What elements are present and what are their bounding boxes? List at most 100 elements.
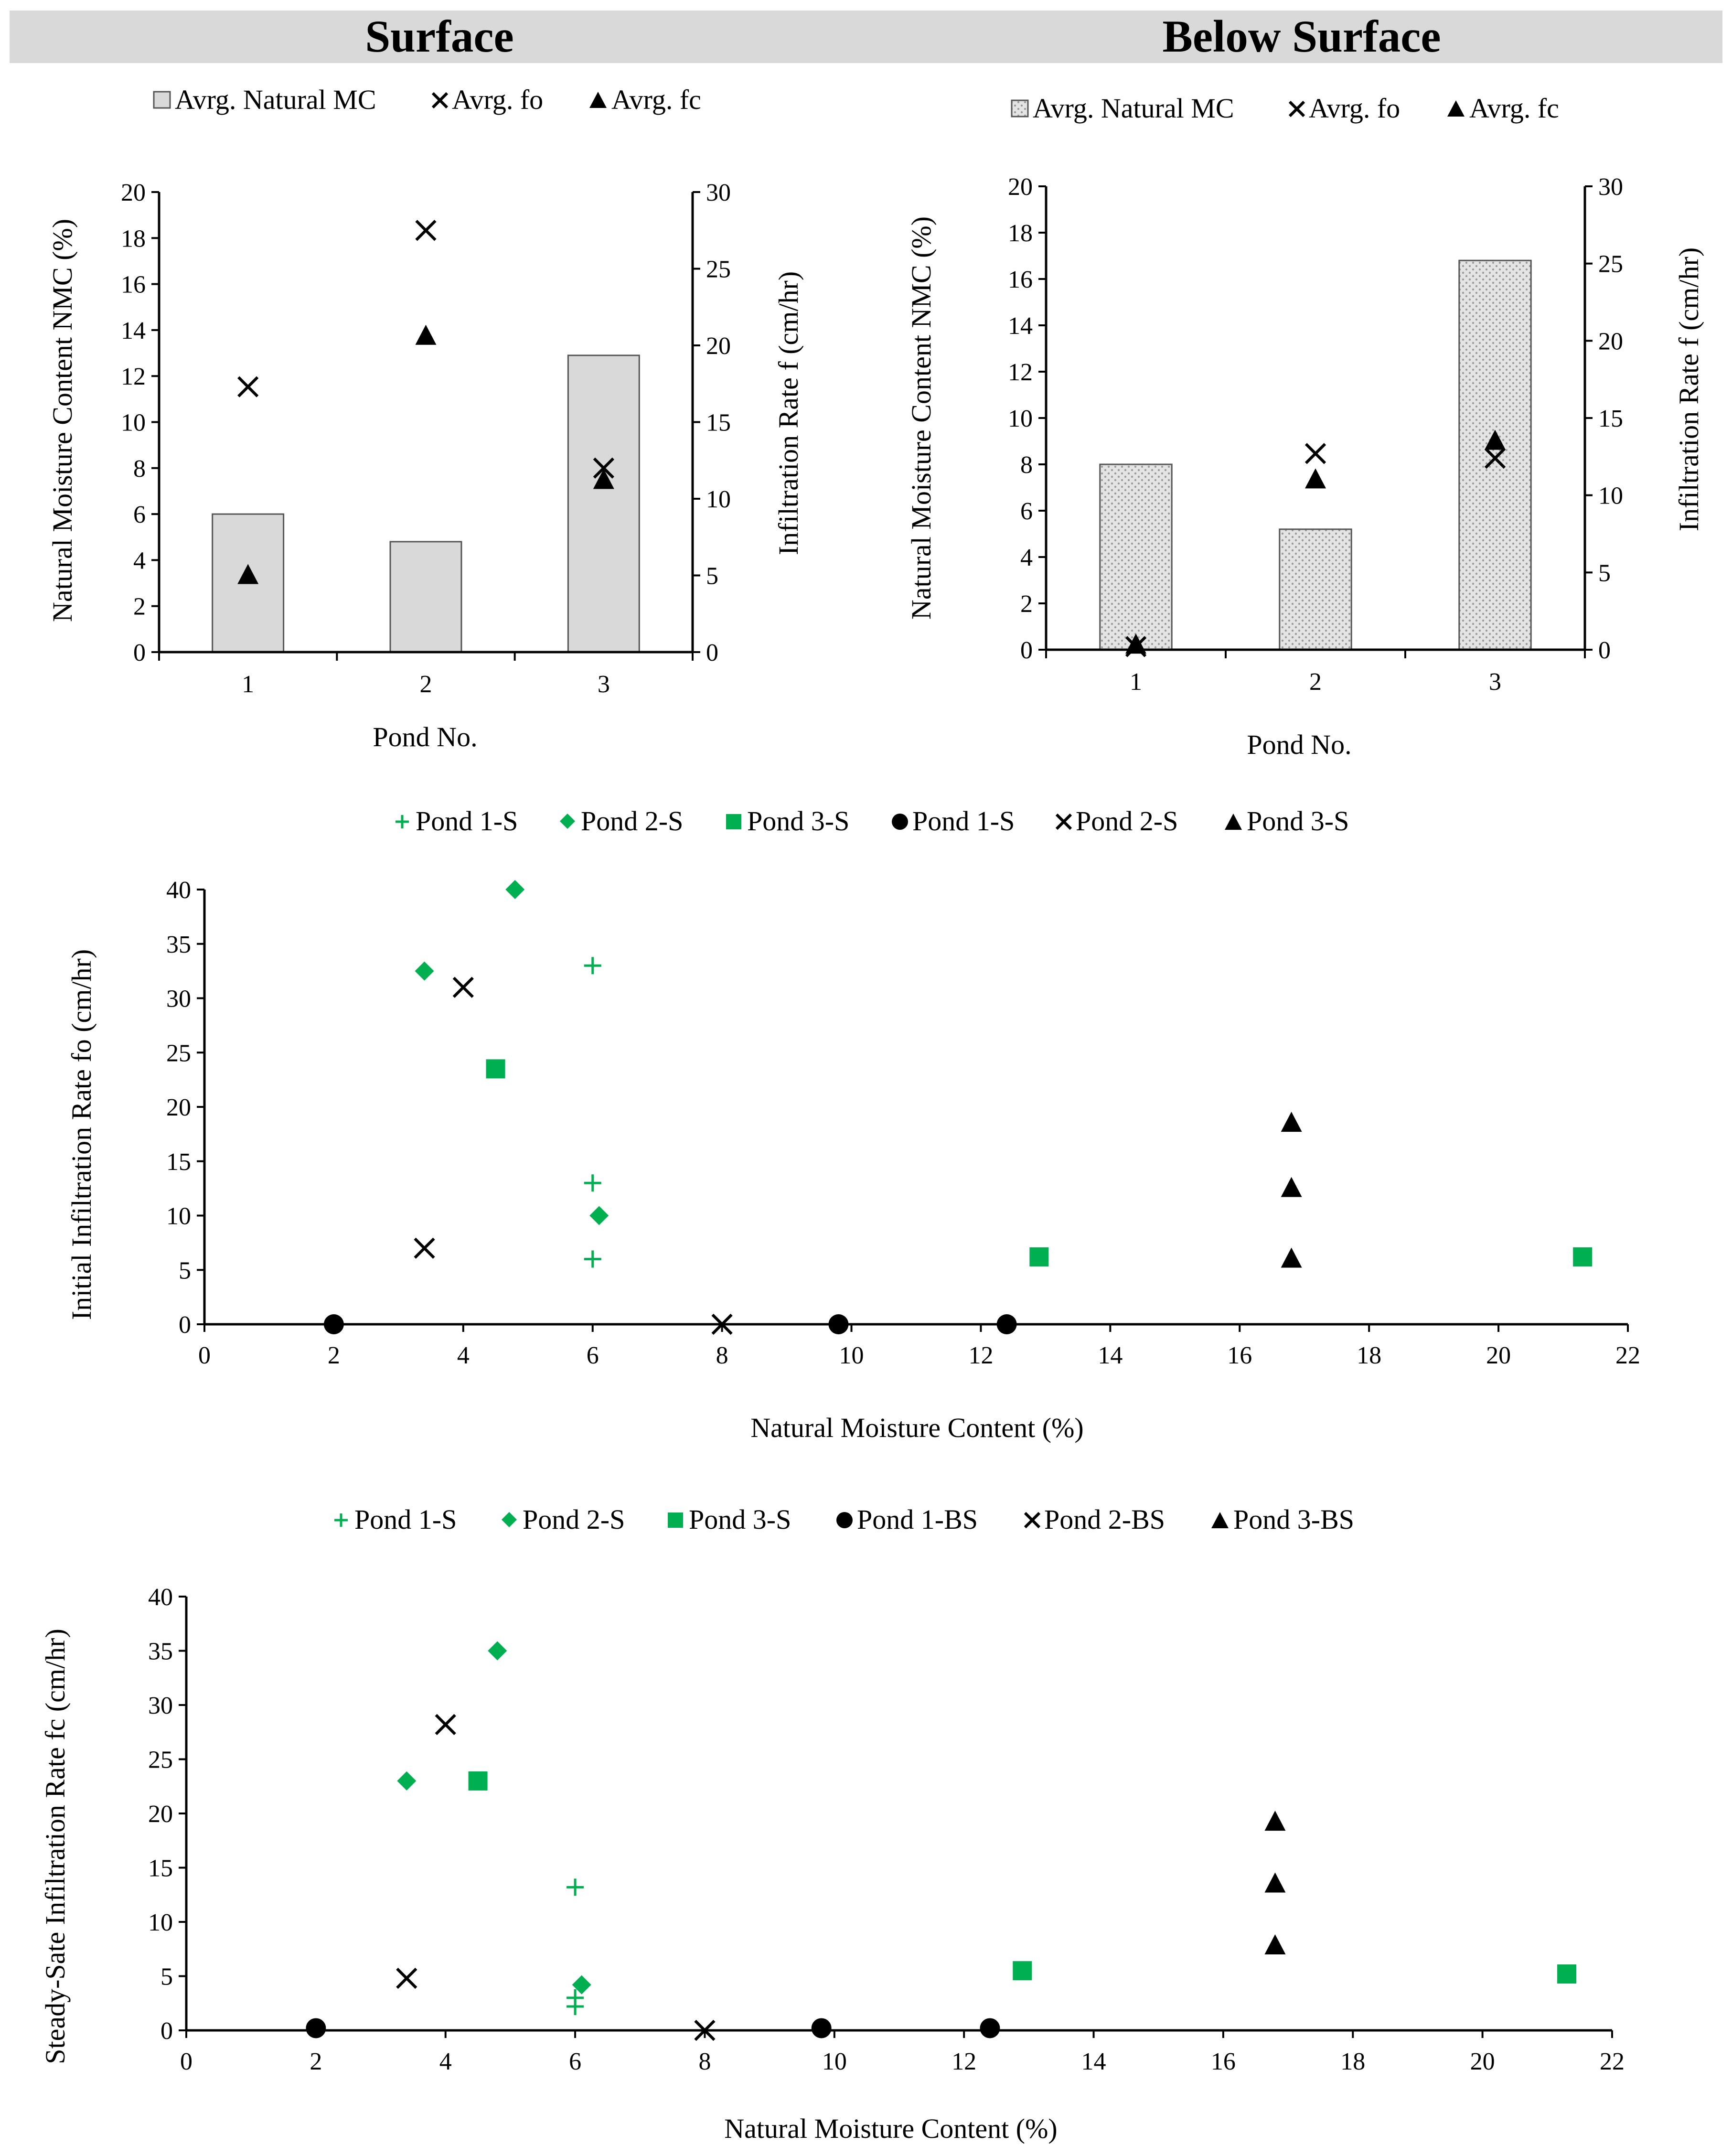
x-tick-label: 1 xyxy=(1130,668,1142,696)
legend-steady: Pond 1-S Pond 2-S Pond 3-S Pond 1-BS Pon… xyxy=(334,1504,1354,1535)
legend-x-icon xyxy=(1055,813,1072,830)
y2-tick-label: 20 xyxy=(1598,328,1623,355)
x-tick-label: 0 xyxy=(180,2048,192,2075)
bar xyxy=(567,354,640,653)
legend-x-icon xyxy=(1024,1512,1041,1529)
y-tick-label: 35 xyxy=(148,1638,173,1665)
data-point xyxy=(572,1975,591,1995)
legend-label: Pond 2-S xyxy=(581,805,683,837)
fo-marker-stroke xyxy=(593,457,614,479)
x-tick-label: 14 xyxy=(1098,1342,1123,1369)
y2-tick-label: 15 xyxy=(706,409,731,437)
fo-marker-stroke xyxy=(1484,447,1506,469)
y-tick-label: 0 xyxy=(179,1311,191,1339)
legend-bar-swatch xyxy=(153,91,171,109)
y2-tick-label: 5 xyxy=(1598,559,1611,587)
y-tick-label: 20 xyxy=(148,1801,173,1828)
fc-marker xyxy=(415,324,437,345)
fc-marker xyxy=(593,469,614,489)
data-point xyxy=(1557,1964,1577,1984)
fc-marker xyxy=(1305,468,1326,489)
header-surface: Surface xyxy=(365,11,513,62)
y-tick-label: 2 xyxy=(1020,590,1033,618)
data-point xyxy=(980,2018,1000,2038)
data-point-stroke xyxy=(414,1237,435,1259)
y-axis-title: Initial Infiltration Rate fo (cm/hr) xyxy=(66,949,97,1320)
y-axis-title: Steady-Sate Infiltration Rate fc (cm/hr) xyxy=(40,1629,71,2064)
legend-triangle-icon xyxy=(1447,100,1465,117)
data-point xyxy=(1573,1247,1593,1266)
y-tick-label: 30 xyxy=(148,1692,173,1719)
y2-tick-label: 0 xyxy=(1598,637,1611,664)
y-tick-label: 10 xyxy=(121,409,146,437)
legend-label: Pond 2-S xyxy=(1076,805,1178,837)
legend-label: Pond 1-S xyxy=(416,805,518,837)
data-point xyxy=(1281,1177,1302,1197)
fo-marker xyxy=(1304,443,1326,464)
y-tick-label: 8 xyxy=(133,455,146,483)
y-tick-label: 25 xyxy=(148,1747,173,1774)
data-point xyxy=(828,1314,849,1334)
y-tick-label: 14 xyxy=(121,317,146,344)
data-point-stroke xyxy=(435,1714,456,1735)
x-tick-label: 14 xyxy=(1081,2048,1106,2075)
x-tick-label: 3 xyxy=(1489,668,1501,696)
x-tick-label: 3 xyxy=(598,671,610,698)
legend-label: Avrg. Natural MC xyxy=(1033,93,1234,124)
y2-tick-label: 10 xyxy=(1598,483,1623,510)
y-tick-label: 14 xyxy=(1008,312,1033,340)
header-below-surface: Below Surface xyxy=(1162,11,1441,62)
fo-marker xyxy=(593,457,614,479)
x-tick-label: 4 xyxy=(457,1342,470,1369)
chart-steady-infiltration: 0 5 10 15 20 25 30 35 40 0 2 4 6 8 10 12 14 16 18 20 22 xyxy=(148,1584,1625,2075)
y2-tick-label: 5 xyxy=(706,563,718,590)
legend-label: Pond 1-BS xyxy=(857,1504,978,1535)
data-point xyxy=(414,1237,435,1259)
bar xyxy=(1458,259,1532,651)
y-tick-label: 20 xyxy=(1008,173,1033,201)
y2-axis-title: Infiltration Rate f (cm/hr) xyxy=(773,271,804,555)
data-point xyxy=(589,1206,609,1225)
y-tick-label: 16 xyxy=(121,271,146,299)
x-tick-label: 2 xyxy=(420,671,432,698)
x-tick-label: 12 xyxy=(952,2048,976,2075)
legend-label: Avrg. fo xyxy=(1309,93,1400,124)
x-tick-label: 18 xyxy=(1340,2048,1365,2075)
legend-plus-icon xyxy=(334,1513,348,1527)
fo-marker xyxy=(415,220,437,241)
fo-marker-stroke xyxy=(1304,443,1326,464)
legend-initial: Pond 1-S Pond 2-S Pond 3-S Pond 1-S Pond… xyxy=(396,805,1349,837)
chart-initial-infiltration: 0 5 10 15 20 25 30 35 40 0 2 4 6 8 10 12 14 16 18 20 22 xyxy=(166,877,1640,1369)
data-point xyxy=(584,1174,601,1192)
fc-marker xyxy=(1125,633,1146,654)
x-tick-label: 10 xyxy=(822,2048,847,2075)
data-point xyxy=(396,1967,417,1989)
data-point xyxy=(996,1314,1017,1334)
legend-x-icon xyxy=(1288,100,1305,118)
fc-marker xyxy=(237,564,259,584)
x-tick-label: 20 xyxy=(1486,1342,1511,1369)
header-bar-left xyxy=(10,11,869,63)
legend-plus-icon xyxy=(396,815,409,828)
y-tick-label: 2 xyxy=(133,593,146,621)
data-point xyxy=(1029,1247,1049,1266)
legend-label: Pond 1-S xyxy=(912,805,1015,837)
legend-label: Pond 1-S xyxy=(354,1504,457,1535)
data-point xyxy=(505,880,525,899)
y-tick-label: 12 xyxy=(1008,359,1033,386)
x-tick-label: 16 xyxy=(1211,2048,1236,2075)
y-tick-label: 25 xyxy=(166,1040,191,1067)
y2-tick-label: 15 xyxy=(1598,405,1623,432)
data-point xyxy=(567,1998,584,2016)
x-tick-label: 4 xyxy=(439,2048,452,2075)
y2-tick-label: 0 xyxy=(706,639,718,666)
y-tick-label: 0 xyxy=(133,639,146,666)
data-point-stroke xyxy=(711,1313,733,1335)
data-point xyxy=(1013,1961,1032,1981)
legend-label: Pond 2-BS xyxy=(1044,1504,1165,1535)
data-point-stroke xyxy=(694,2019,716,2041)
legend-surface: Avrg. Natural MC Avrg. fo Avrg. fc xyxy=(153,84,701,115)
